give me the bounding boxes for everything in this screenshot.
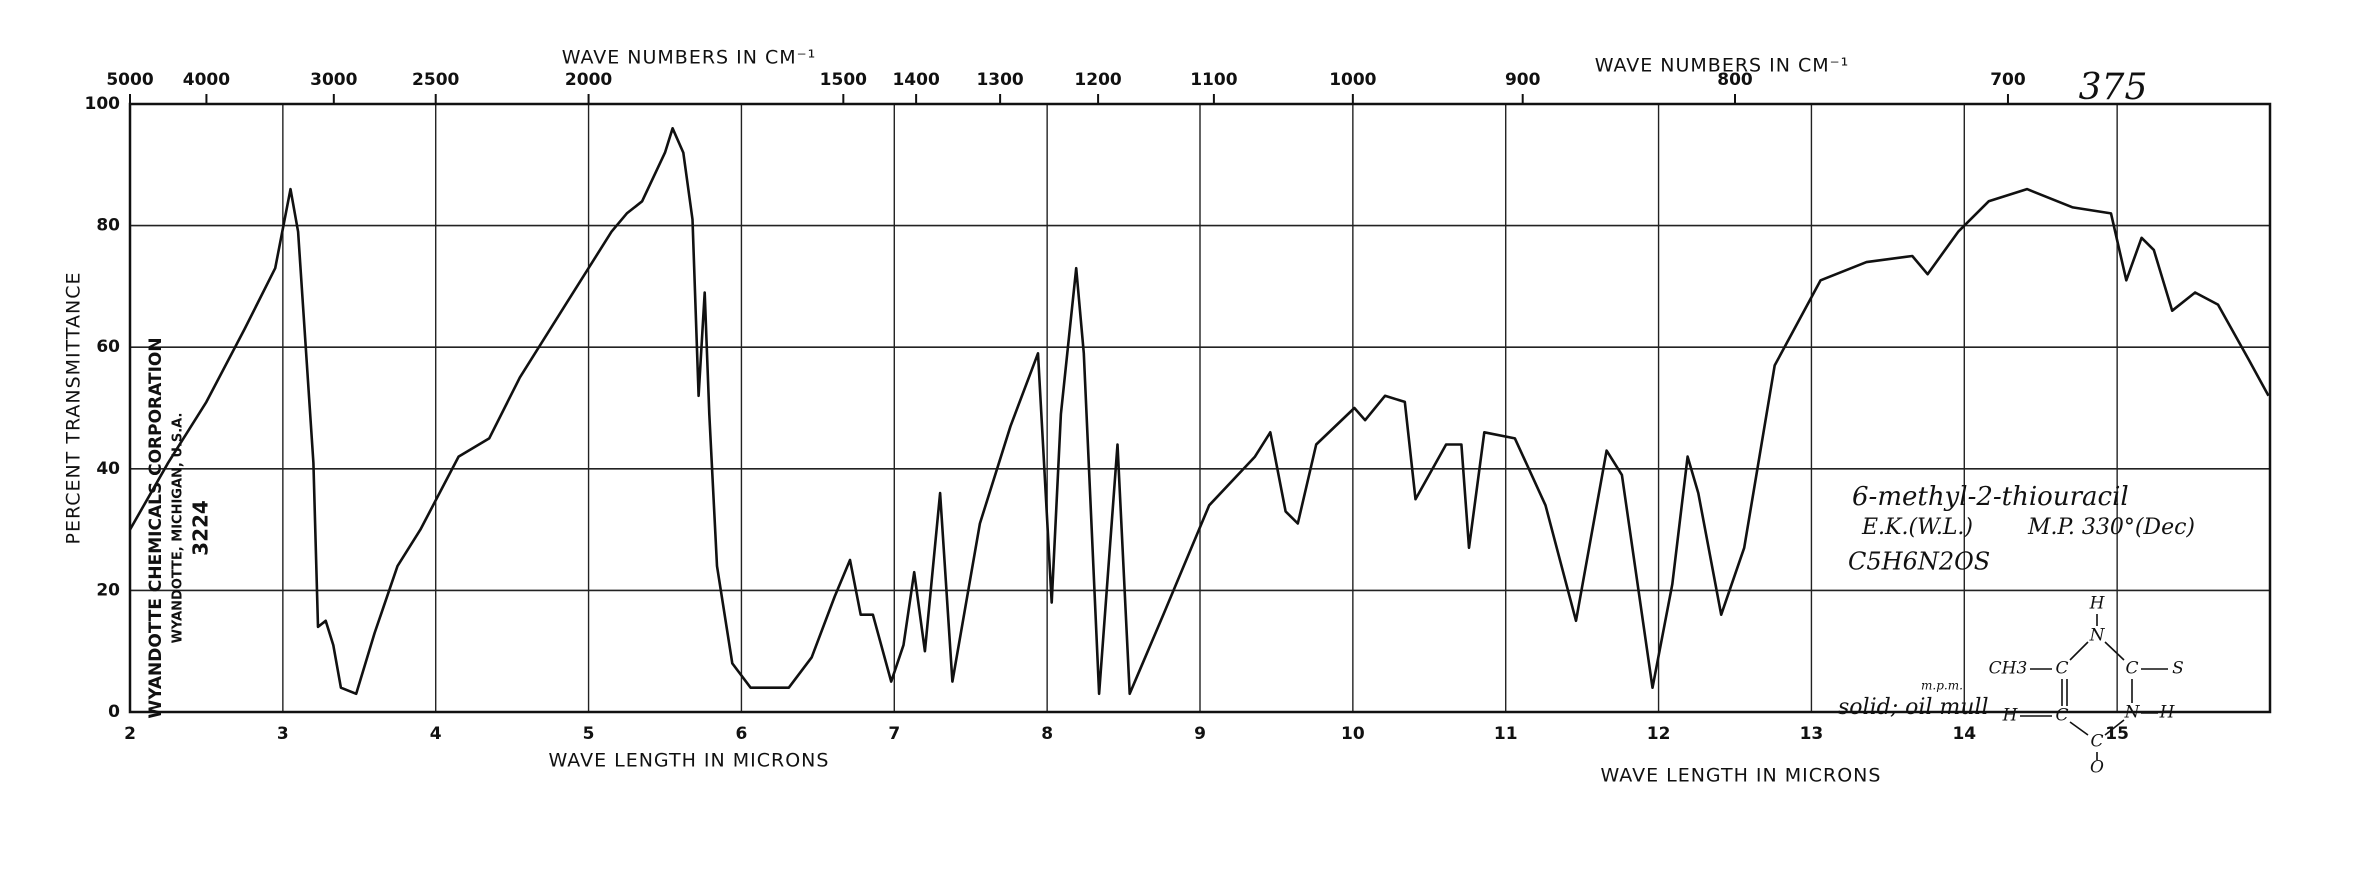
top-axis-title: WAVE NUMBERS IN CM⁻¹ [562, 47, 817, 69]
structure-atom: N [2124, 703, 2141, 723]
x-tick-label: 5 [583, 724, 595, 744]
structure-atom: C [2055, 659, 2068, 679]
y-tick-label: 80 [96, 216, 120, 236]
top-tick-label: 4000 [183, 70, 230, 90]
x-tick-label: 8 [1041, 724, 1053, 744]
sample-note: 6-methyl-2-thiouracil [1852, 482, 2129, 512]
structure-atom: CH3 [1989, 659, 2028, 679]
top-tick-label: 700 [1990, 70, 2026, 90]
spectrum-line [128, 127, 2270, 696]
x-tick-label: 4 [430, 724, 442, 744]
maker-stamp: WYANDOTTE CHEMICALS CORPORATION [146, 337, 166, 718]
x-tick-label: 13 [1800, 724, 1824, 744]
top-tick-label: 3000 [310, 70, 357, 90]
y-axis-title: PERCENT TRANSMITTANCE [63, 271, 85, 544]
x-tick-label: 12 [1647, 724, 1671, 744]
maker-stamp: 3224 [189, 500, 213, 556]
y-tick-label: 20 [96, 580, 120, 600]
corner-note: 375 [2079, 67, 2148, 108]
x-tick-label: 3 [277, 724, 289, 744]
y-tick-label: 100 [85, 94, 121, 114]
top-tick-label: 1100 [1190, 70, 1237, 90]
x-tick-label: 10 [1341, 724, 1365, 744]
top-axis-title: WAVE NUMBERS IN CM⁻¹ [1595, 55, 1850, 77]
structure-bond [2069, 641, 2089, 661]
x-tick-label: 9 [1194, 724, 1206, 744]
structure-atom: H [2002, 706, 2019, 726]
y-tick-label: 60 [96, 337, 120, 357]
structure-atom: H [2159, 703, 2176, 723]
sample-note: E.K.(W.L.) [1861, 515, 1973, 540]
x-tick-label: 2 [124, 724, 136, 744]
structure-bond [2069, 721, 2089, 736]
structure-atom: C [2125, 659, 2138, 679]
sample-note: M.P. 330°(Dec) [2027, 515, 2195, 540]
maker-stamp: WYANDOTTE, MICHIGAN, U.S.A. [171, 413, 186, 644]
top-tick-label: 1400 [892, 70, 939, 90]
structure-atom: O [2090, 758, 2104, 778]
top-tick-label: 900 [1505, 70, 1541, 90]
structure-atom: S [2172, 659, 2184, 679]
structure-atom: H [2089, 594, 2106, 614]
plot-frame [128, 102, 2272, 714]
top-tick-label: 800 [1717, 70, 1753, 90]
x-axis-title: WAVE LENGTH IN MICRONS [549, 750, 830, 772]
top-tick-label: 2500 [412, 70, 459, 90]
sample-note: solid; oil mull [1838, 695, 1989, 720]
x-tick-label: 14 [1952, 724, 1976, 744]
x-axis-title: WAVE LENGTH IN MICRONS [1601, 765, 1882, 787]
sample-note: m.p.m. [1921, 679, 1963, 693]
top-tick-label: 5000 [106, 70, 153, 90]
structure-bond [2104, 641, 2125, 661]
x-tick-label: 6 [736, 724, 748, 744]
x-tick-label: 7 [888, 724, 900, 744]
sample-note: C5H6N2OS [1848, 548, 1990, 576]
structure-bond [2104, 719, 2125, 736]
x-tick-label: 11 [1494, 724, 1518, 744]
top-tick-label: 1300 [976, 70, 1023, 90]
structure-atom: C [2055, 706, 2068, 726]
top-tick-label: 1200 [1074, 70, 1121, 90]
x-tick-label: 15 [2105, 724, 2129, 744]
structure-atom: N [2089, 626, 2106, 646]
y-tick-label: 40 [96, 459, 120, 479]
top-tick-label: 2000 [565, 70, 612, 90]
y-tick-label: 0 [108, 702, 120, 722]
top-tick-label: 1500 [820, 70, 867, 90]
top-tick-label: 1000 [1329, 70, 1376, 90]
structure-atom: C [2090, 732, 2103, 752]
